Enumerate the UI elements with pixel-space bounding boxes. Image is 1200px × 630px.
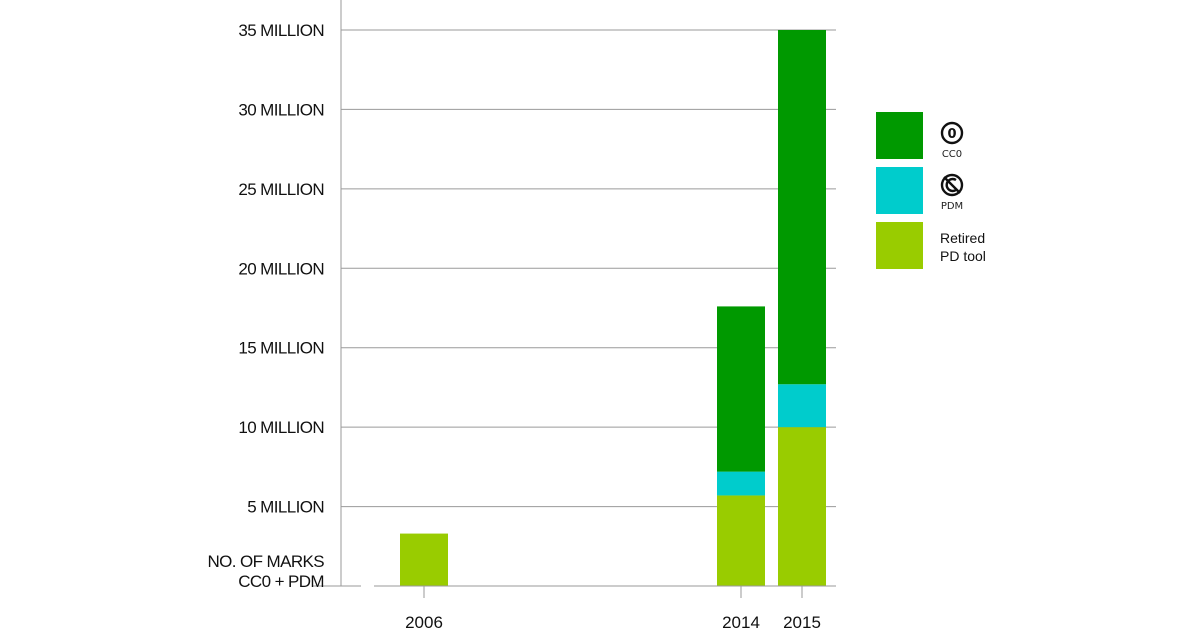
cc0-icon-symbol: 0 — [947, 127, 956, 142]
legend-label-retired-pd-tool-line-0: Retired — [940, 230, 985, 246]
bar-2014-pdm — [717, 471, 765, 496]
y-tick-label-2: 15 MILLION — [238, 339, 324, 358]
y-tick-label-1: 10 MILLION — [238, 418, 324, 437]
bar-2015-pdm — [778, 384, 826, 428]
y-tick-label-0: 5 MILLION — [247, 498, 324, 517]
y-tick-label-4: 25 MILLION — [238, 180, 324, 199]
legend-swatch-pdm — [876, 167, 923, 214]
grid-lines — [341, 29, 836, 508]
y-tick-label-5: 30 MILLION — [238, 100, 324, 119]
bars — [400, 30, 826, 586]
legend-swatch-cc0 — [876, 112, 923, 159]
bar-2015-retired-pd-tool — [778, 427, 826, 586]
y-axis-title-line-0: NO. OF MARKS — [207, 552, 324, 571]
y-tick-label-6: 35 MILLION — [238, 21, 324, 40]
legend-swatch-retired-pd-tool — [876, 222, 923, 269]
legend-label-retired-pd-tool-line-1: PD tool — [940, 248, 986, 264]
bar-2006-retired-pd-tool — [400, 533, 448, 586]
y-axis-title-line-1: CC0 + PDM — [238, 572, 324, 591]
x-tick-label-2014: 2014 — [722, 613, 760, 630]
y-tick-label-3: 20 MILLION — [238, 259, 324, 278]
cc0-icon: 0 — [940, 121, 964, 145]
axes — [312, 0, 836, 598]
legend-label-pdm: PDM — [941, 201, 963, 212]
legend-label-cc0: CC0 — [942, 149, 962, 160]
x-tick-label-2015: 2015 — [783, 613, 821, 630]
legend: 0 CC0 PDM Retired PD tool — [876, 112, 986, 269]
bar-2014-cc0 — [717, 306, 765, 472]
x-tick-labels: 2006 2014 2015 — [405, 613, 821, 630]
bar-2015-cc0 — [778, 30, 826, 385]
x-tick-label-2006: 2006 — [405, 613, 443, 630]
pdm-icon — [940, 173, 964, 197]
bar-2014-retired-pd-tool — [717, 495, 765, 586]
y-tick-labels: 5 MILLION 10 MILLION 15 MILLION 20 MILLION 2… — [238, 21, 324, 517]
